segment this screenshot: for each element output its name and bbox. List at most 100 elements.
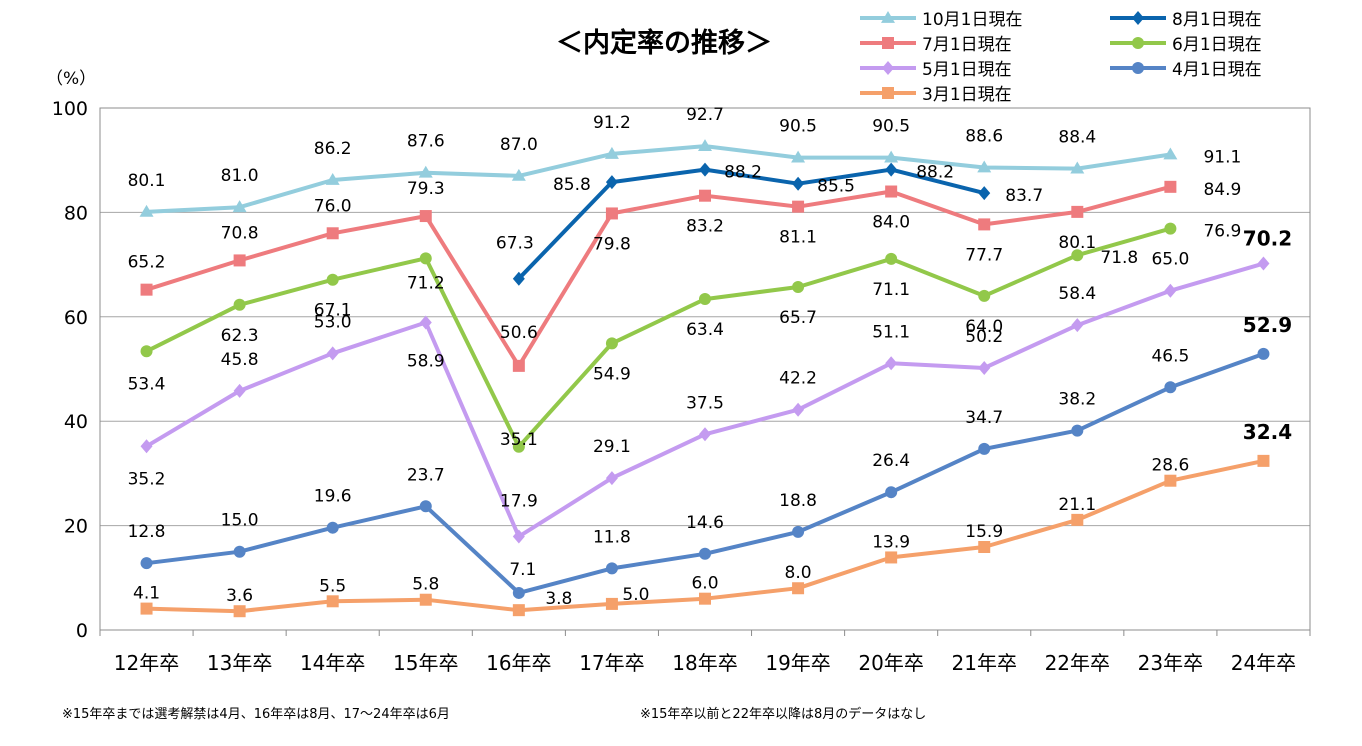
data-label: 63.4 [686, 320, 724, 340]
legend-label: 10月1日現在 [922, 10, 1022, 30]
data-point [512, 586, 525, 599]
data-point [699, 293, 711, 306]
x-tick-label: 14年卒 [300, 651, 365, 675]
data-label: 4.1 [133, 584, 160, 604]
data-point [1257, 256, 1270, 271]
y-tick-label: 100 [52, 98, 88, 120]
data-point [326, 227, 339, 240]
x-tick-label: 23年卒 [1138, 651, 1203, 675]
data-label: 90.5 [872, 117, 910, 137]
legend-marker [1132, 62, 1144, 74]
data-point [419, 315, 432, 330]
legend-label: 3月1日現在 [922, 85, 1012, 105]
legend-marker [882, 61, 894, 75]
y-tick-label: 40 [64, 411, 88, 433]
x-tick-label: 17年卒 [579, 651, 644, 675]
data-label: 38.2 [1058, 390, 1096, 410]
data-label: 14.6 [686, 513, 724, 533]
gridlines [100, 211, 1310, 527]
data-point [419, 252, 432, 265]
data-label: 86.2 [314, 139, 352, 159]
data-label: 65.0 [1151, 250, 1189, 270]
data-label: 70.8 [221, 223, 259, 243]
legend-label: 7月1日現在 [922, 35, 1012, 55]
data-point [885, 252, 898, 265]
legend-item: 8月1日現在 [1110, 10, 1262, 30]
data-label: 79.3 [407, 179, 445, 199]
data-label: 21.1 [1058, 495, 1096, 515]
legend-marker [881, 11, 895, 23]
data-label: 18.8 [779, 491, 817, 511]
data-label: 87.6 [407, 132, 445, 152]
x-tick-label: 13年卒 [207, 651, 272, 675]
data-label: 19.6 [314, 487, 352, 507]
data-point [605, 175, 618, 190]
data-point [1071, 513, 1084, 526]
data-point [698, 139, 712, 152]
y-tick-label: 0 [76, 620, 88, 642]
x-tick-label: 12年卒 [114, 651, 179, 675]
data-label: 7.1 [509, 560, 536, 580]
data-label: 17.9 [500, 492, 538, 512]
data-label: 53.0 [314, 312, 352, 332]
data-label: 84.9 [1203, 180, 1241, 200]
data-point [978, 442, 991, 455]
data-point [233, 545, 246, 558]
data-label: 85.8 [553, 175, 591, 195]
data-label: 23.7 [407, 465, 445, 485]
data-label: 92.7 [686, 105, 724, 125]
data-point [512, 604, 525, 617]
data-label: 46.5 [1151, 346, 1189, 366]
data-point [792, 582, 805, 595]
legend-item: 7月1日現在 [860, 35, 1012, 55]
data-label: 50.2 [965, 327, 1003, 347]
data-label: 37.5 [686, 393, 724, 413]
data-point [699, 592, 711, 605]
data-label: 54.9 [593, 364, 631, 384]
data-label: 13.9 [872, 532, 910, 552]
data-label: 80.1 [1058, 233, 1096, 253]
data-point [139, 204, 154, 217]
data-point [1071, 249, 1084, 262]
legend-marker [882, 87, 894, 99]
data-point [605, 471, 618, 486]
data-point [326, 346, 339, 361]
data-point [140, 557, 153, 570]
footnote-2: ※15年卒以前と22年卒以降は8月のデータはなし [640, 706, 926, 722]
data-point [605, 597, 618, 610]
data-label: 45.8 [221, 350, 259, 370]
data-label: 34.7 [965, 408, 1003, 428]
data-label: 3.8 [545, 589, 572, 609]
data-label: 5.0 [622, 585, 649, 605]
data-point [699, 189, 711, 202]
legend-item: 6月1日現在 [1110, 35, 1262, 55]
chart-title: ＜内定率の推移＞ [556, 27, 772, 59]
data-label: 70.2 [1243, 227, 1292, 251]
data-label: 50.6 [500, 323, 538, 343]
data-label: 62.3 [221, 326, 259, 346]
data-point [140, 345, 153, 358]
data-point [1164, 222, 1177, 235]
data-label: 6.0 [691, 574, 718, 594]
data-label: 87.0 [500, 135, 538, 155]
x-tick-label: 22年卒 [1045, 651, 1110, 675]
data-label: 12.8 [128, 522, 166, 542]
data-label: 53.4 [128, 374, 166, 394]
axes: 0 20 40 60 80 100 12年卒 13年卒 14年卒 15年卒 16年卒 17年卒 18年卒… [52, 98, 1311, 675]
data-point [419, 593, 432, 606]
data-point [978, 186, 991, 201]
data-label: 35.2 [128, 469, 166, 489]
data-label: 85.5 [817, 177, 855, 197]
x-tick-label: 19年卒 [765, 651, 830, 675]
legend-item: 4月1日現在 [1110, 60, 1262, 80]
data-label: 84.0 [872, 213, 910, 233]
y-axis-unit: （%） [46, 69, 96, 89]
data-label: 88.2 [724, 163, 762, 183]
x-tick-label: 21年卒 [952, 651, 1017, 675]
data-point [512, 440, 525, 453]
legend-item: 10月1日現在 [860, 10, 1022, 30]
data-label: 8.0 [785, 563, 812, 583]
data-label: 42.2 [779, 369, 817, 389]
